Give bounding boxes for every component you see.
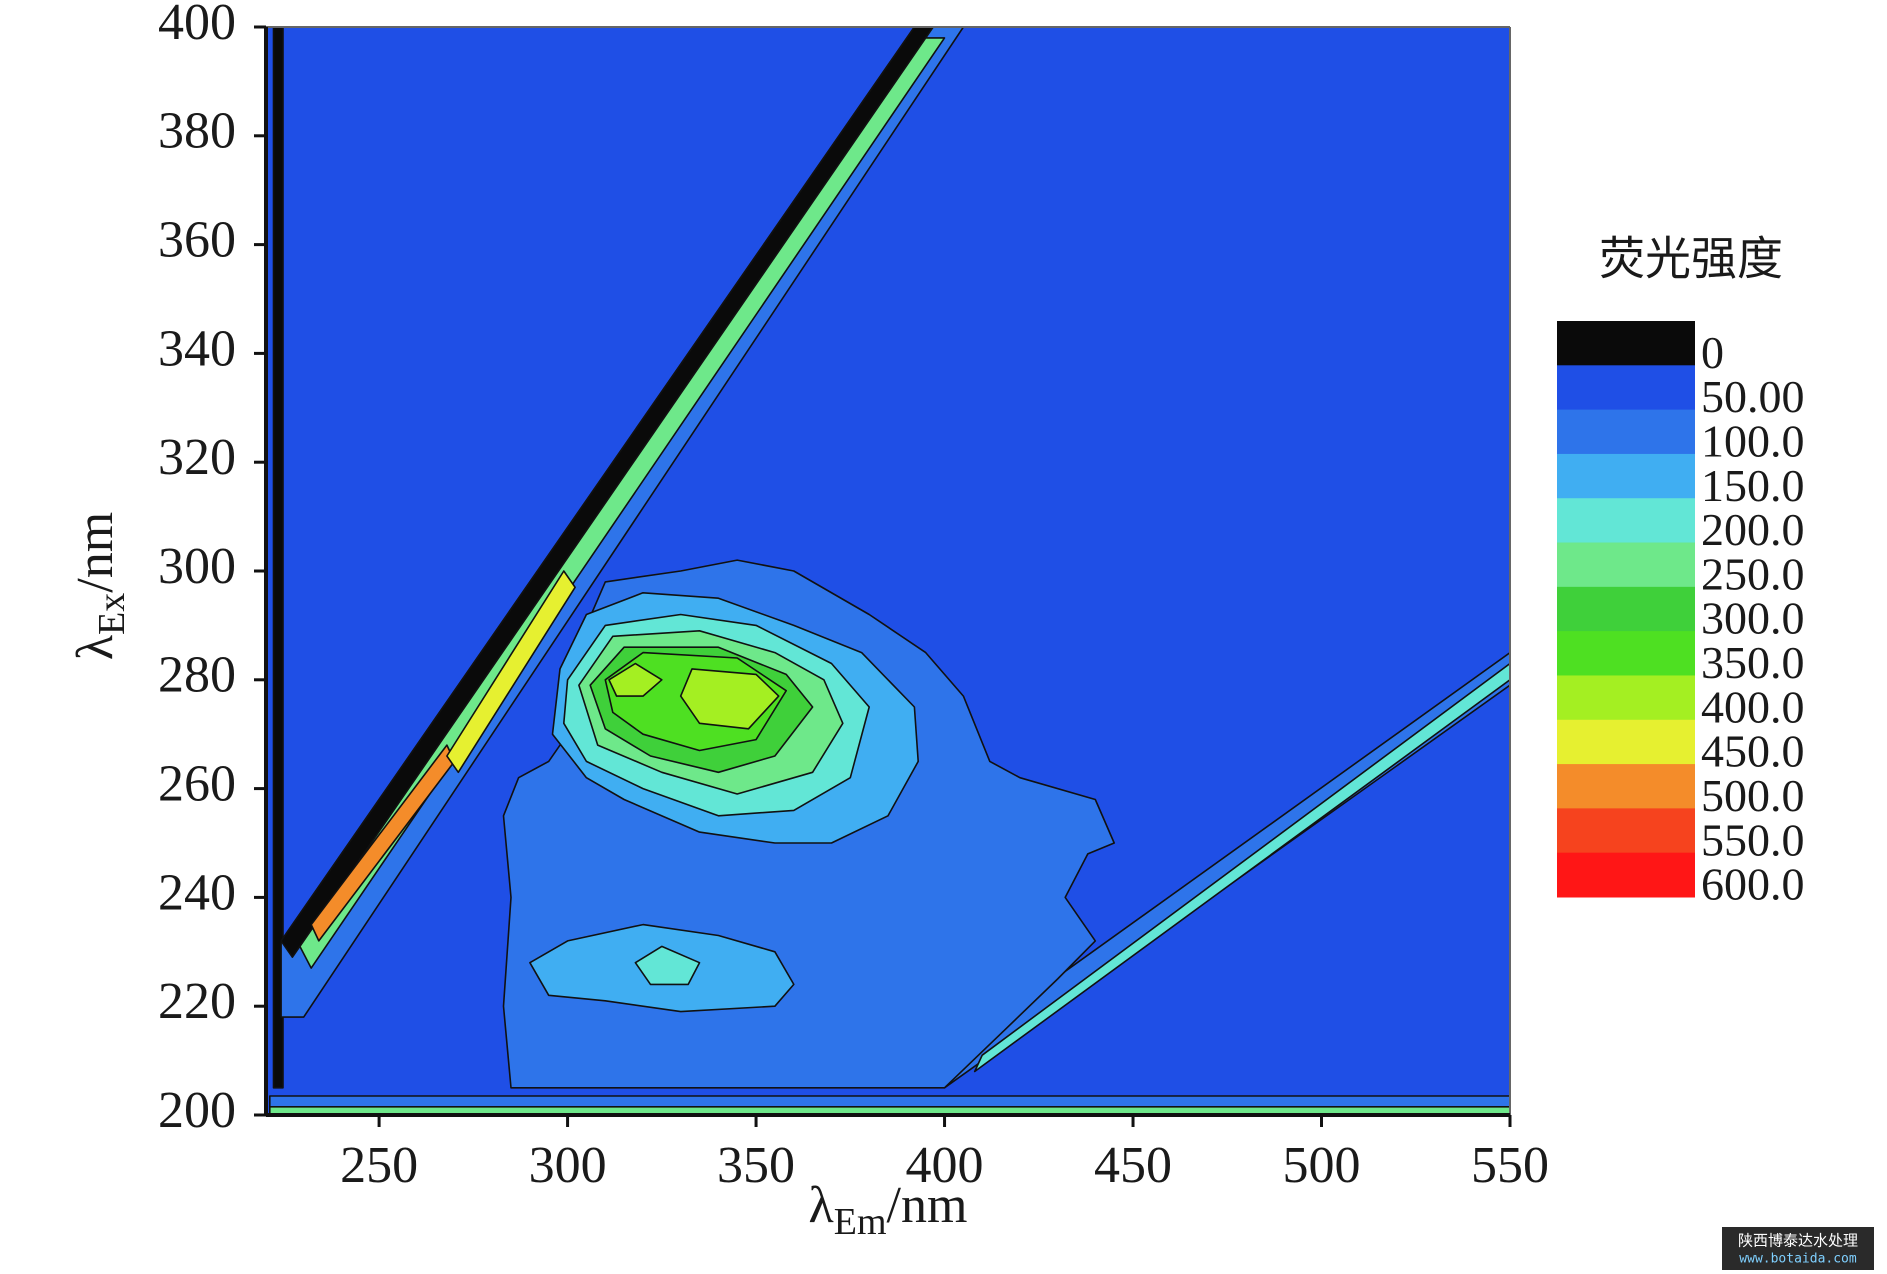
colorbar-band	[1557, 365, 1695, 411]
y-tick-label: 400	[158, 0, 236, 51]
y-tick-label: 220	[158, 973, 236, 1030]
watermark-text: 陕西博泰达水处理	[1738, 1232, 1858, 1250]
x-axis-label: λEm/nm	[809, 1177, 968, 1243]
colorbar-band	[1557, 764, 1695, 809]
contour-region	[679, 668, 780, 730]
colorbar-label: 550.0	[1701, 814, 1805, 865]
watermark-box	[1722, 1227, 1874, 1270]
colorbar-label: 250.0	[1701, 548, 1805, 599]
y-tick-label: 240	[158, 864, 236, 921]
y-axis-label: λEx/nm	[67, 512, 133, 660]
x-tick-label: 250	[340, 1137, 418, 1194]
colorbar-title: 荧光强度	[1599, 232, 1783, 286]
y-tick-label: 320	[158, 429, 236, 486]
y-tick-label: 380	[158, 103, 236, 160]
colorbar-label: 50.00	[1701, 371, 1805, 422]
colorbar-band	[1557, 542, 1695, 588]
contour-region	[446, 570, 576, 774]
colorbar-label: 300.0	[1701, 593, 1805, 644]
colorbar-band	[1557, 409, 1695, 455]
plot-area	[266, 27, 1510, 1115]
colorbar-label: 100.0	[1701, 415, 1805, 466]
colorbar-band	[1557, 808, 1695, 854]
x-tick-label: 550	[1471, 1137, 1549, 1194]
colorbar-label: 200.0	[1701, 504, 1805, 555]
y-tick-label: 200	[158, 1082, 236, 1139]
contour-region	[973, 662, 1510, 1073]
y-tick-label: 300	[158, 538, 236, 595]
colorbar-label: 150.0	[1701, 460, 1805, 511]
x-tick-label: 500	[1283, 1137, 1361, 1194]
y-tick-label: 360	[158, 212, 236, 269]
colorbar-label: 450.0	[1701, 726, 1805, 777]
colorbar-label: 500.0	[1701, 770, 1805, 821]
colorbar-label: 350.0	[1701, 637, 1805, 688]
x-tick-label: 300	[529, 1137, 607, 1194]
contour-region	[280, 27, 935, 959]
y-tick-label: 340	[158, 320, 236, 377]
colorbar-band	[1557, 719, 1695, 765]
watermark-url: www.botaida.com	[1739, 1252, 1857, 1267]
colorbar-label: 0	[1701, 327, 1724, 378]
colorbar-label: 600.0	[1701, 859, 1805, 910]
colorbar-band	[1557, 498, 1695, 544]
x-tick-label: 400	[906, 1137, 984, 1194]
colorbar-band	[1557, 321, 1695, 366]
contour-region	[608, 662, 663, 697]
colorbar-band	[1557, 453, 1695, 499]
colorbar-band	[1557, 852, 1695, 898]
x-tick-label: 450	[1094, 1137, 1172, 1194]
x-tick-label: 350	[717, 1137, 795, 1194]
colorbar-band	[1557, 675, 1695, 721]
contour-region	[634, 945, 701, 986]
contour-region	[272, 27, 284, 1089]
colorbar-label: 400.0	[1701, 681, 1805, 732]
colorbar-band	[1557, 586, 1695, 632]
y-tick-label: 260	[158, 756, 236, 813]
contour-region	[268, 1106, 1510, 1115]
colorbar-band	[1557, 631, 1695, 676]
y-tick-label: 280	[158, 647, 236, 704]
